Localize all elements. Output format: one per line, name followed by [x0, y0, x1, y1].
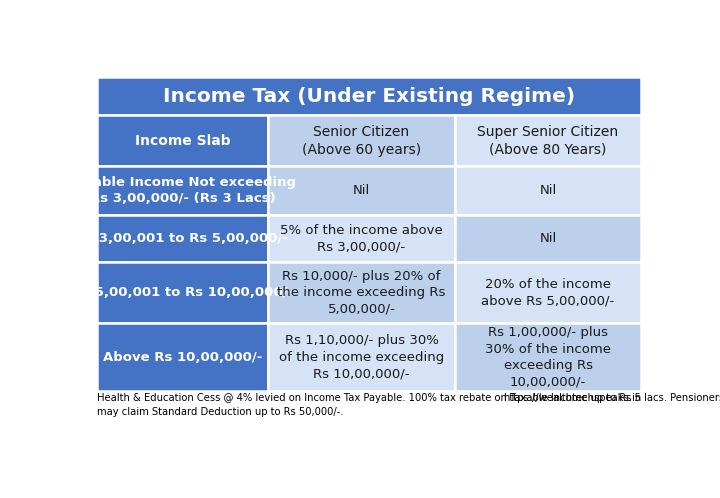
Text: Rs 1,10,000/- plus 30%
of the income exceeding
Rs 10,00,000/-: Rs 1,10,000/- plus 30% of the income exc… [279, 334, 444, 380]
Bar [96, 77, 642, 116]
Bar [96, 262, 269, 323]
Bar [96, 166, 269, 215]
Bar [269, 215, 455, 262]
Text: Senior Citizen
(Above 60 years): Senior Citizen (Above 60 years) [302, 125, 421, 157]
Text: Above Rs 10,00,000/-: Above Rs 10,00,000/- [103, 351, 262, 364]
Text: Nil: Nil [539, 232, 557, 245]
Bar [269, 262, 455, 323]
Text: 20% of the income
above Rs 5,00,000/-: 20% of the income above Rs 5,00,000/- [482, 278, 615, 307]
Bar [455, 166, 642, 215]
Bar [96, 323, 269, 391]
Text: Health & Education Cess @ 4% levied on Income Tax Payable. 100% tax rebate on Ta: Health & Education Cess @ 4% levied on I… [96, 393, 720, 416]
Text: Rs 3,00,001 to Rs 5,00,000/-: Rs 3,00,001 to Rs 5,00,000/- [76, 232, 289, 245]
Text: https://wealthtechspeaks.in: https://wealthtechspeaks.in [503, 393, 642, 403]
Bar [269, 323, 455, 391]
Text: Income Tax (Under Existing Regime): Income Tax (Under Existing Regime) [163, 87, 575, 106]
Bar [455, 116, 642, 166]
Text: Super Senior Citizen
(Above 80 Years): Super Senior Citizen (Above 80 Years) [477, 125, 618, 157]
Text: Nil: Nil [539, 184, 557, 197]
Bar [455, 323, 642, 391]
Bar [96, 116, 269, 166]
Text: Rs 10,000/- plus 20% of
the income exceeding Rs
5,00,000/-: Rs 10,000/- plus 20% of the income excee… [277, 270, 446, 316]
Text: 5% of the income above
Rs 3,00,000/-: 5% of the income above Rs 3,00,000/- [280, 224, 443, 253]
Text: Income Slab: Income Slab [135, 134, 230, 148]
Bar [269, 166, 455, 215]
Bar [455, 215, 642, 262]
Bar [96, 215, 269, 262]
Text: Nil: Nil [353, 184, 370, 197]
Bar [455, 262, 642, 323]
Bar [269, 116, 455, 166]
Text: Rs 1,00,000/- plus
30% of the income
exceeding Rs
10,00,000/-: Rs 1,00,000/- plus 30% of the income exc… [485, 326, 611, 388]
Text: Rs 5,00,001 to Rs 10,00,000/-: Rs 5,00,001 to Rs 10,00,000/- [72, 286, 293, 299]
Text: Taxable Income Not exceeding
Rs 3,00,000/- (Rs 3 Lacs): Taxable Income Not exceeding Rs 3,00,000… [68, 176, 297, 205]
